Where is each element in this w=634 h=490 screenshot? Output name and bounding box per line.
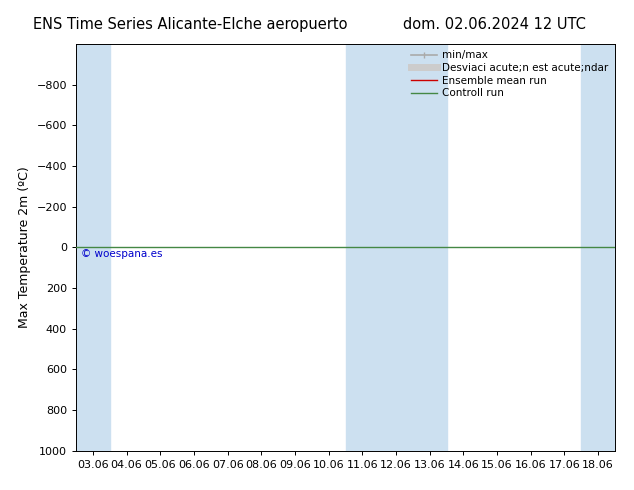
Bar: [76, 44, 110, 451]
Text: © woespana.es: © woespana.es: [81, 249, 163, 260]
Text: ENS Time Series Alicante-Elche aeropuerto: ENS Time Series Alicante-Elche aeropuert…: [33, 17, 347, 32]
Bar: [581, 44, 634, 451]
Y-axis label: Max Temperature 2m (ºC): Max Temperature 2m (ºC): [18, 167, 31, 328]
Legend: min/max, Desviaci acute;n est acute;ndar, Ensemble mean run, Controll run: min/max, Desviaci acute;n est acute;ndar…: [407, 46, 613, 102]
Text: dom. 02.06.2024 12 UTC: dom. 02.06.2024 12 UTC: [403, 17, 586, 32]
Bar: [346, 44, 446, 451]
